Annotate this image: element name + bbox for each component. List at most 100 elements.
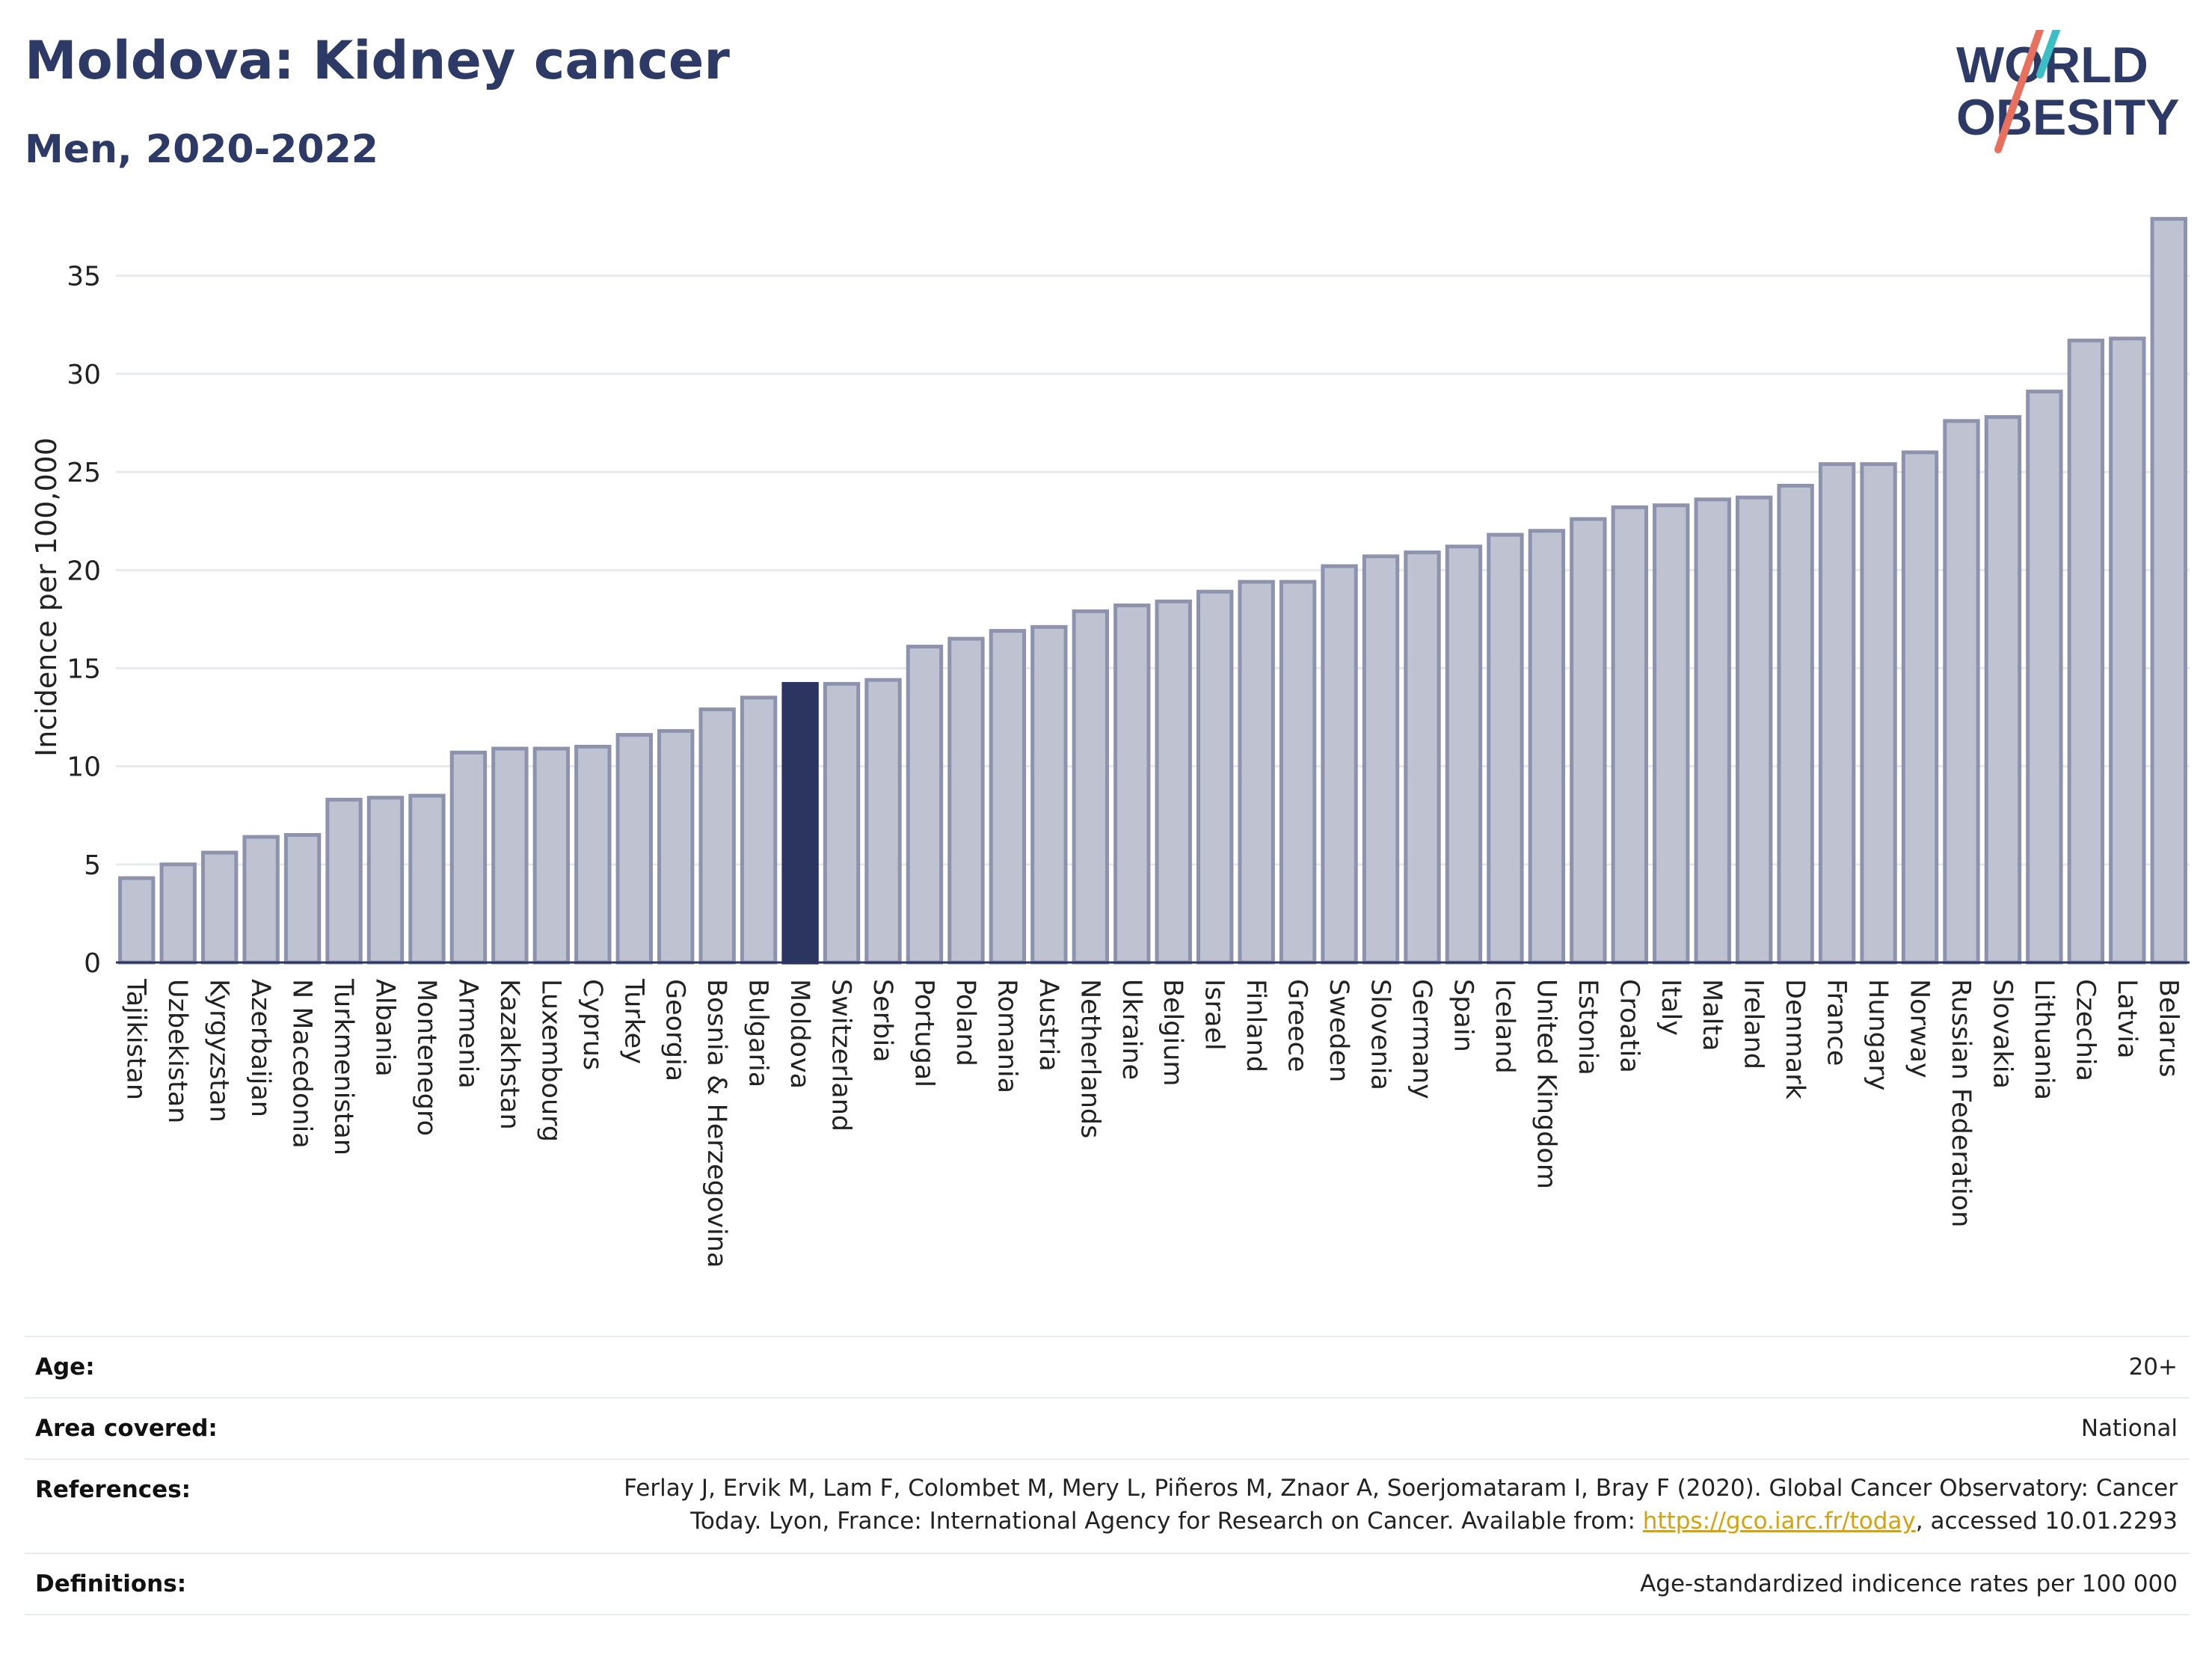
x-tick-label: Denmark <box>1780 979 1810 1100</box>
x-tick-label: Estonia <box>1573 979 1603 1075</box>
bar-tajikistan <box>118 876 156 965</box>
x-tick-label: Lithuania <box>2029 979 2059 1100</box>
bar-ukraine <box>1113 603 1151 965</box>
bar-azerbaijan <box>242 835 280 965</box>
x-tick-label: Poland <box>950 979 980 1066</box>
x-tick-label: Tajikistan <box>121 978 151 1100</box>
x-tick-label: Czechia <box>2070 979 2100 1081</box>
x-tick-label: Iceland <box>1490 979 1520 1074</box>
meta-label: Age: <box>35 1354 95 1381</box>
bar-turkmenistan <box>325 797 363 965</box>
page-title: Moldova: Kidney cancer <box>25 30 730 91</box>
y-tick-label: 15 <box>67 654 101 684</box>
bar-uzbekistan <box>159 862 197 965</box>
bar-austria <box>1030 624 1068 965</box>
bar-hungary <box>1860 462 1897 965</box>
reference-line-1: Ferlay J, Ervik M, Lam F, Colombet M, Me… <box>624 1475 2178 1502</box>
bar-iceland <box>1487 532 1524 965</box>
bars <box>118 217 2187 965</box>
bar-chart: 0 5 10 15 20 25 30 35 Tajikistan Uzbekistan Kyrgy… <box>30 217 2190 1268</box>
bar-kyrgyzstan <box>200 850 239 965</box>
x-tick-label: Slovenia <box>1365 979 1395 1090</box>
bar-germany <box>1404 550 1441 965</box>
bar-georgia <box>657 728 695 965</box>
y-tick-label: 35 <box>67 262 101 292</box>
bar-belarus <box>2150 217 2187 965</box>
bar-russian-federation <box>1943 419 1980 965</box>
meta-label: Area covered: <box>35 1415 218 1442</box>
bar-armenia <box>449 750 488 965</box>
bar-n-macedonia <box>283 832 322 965</box>
x-tick-label: Bulgaria <box>743 979 773 1087</box>
x-tick-label: Kyrgyzstan <box>204 979 234 1123</box>
x-tick-label: N Macedonia <box>287 979 317 1149</box>
bar-denmark <box>1777 483 1814 965</box>
bar-spain <box>1445 544 1483 965</box>
meta-row-age: Age: 20+ <box>25 1337 2190 1398</box>
x-tick-label: Turkmenistan <box>328 978 358 1155</box>
bar-united-kingdom <box>1528 529 1566 965</box>
bar-portugal <box>906 645 944 965</box>
bar-finland <box>1238 580 1275 965</box>
bar-bosnia-herzegovina <box>698 707 736 965</box>
bar-moldova <box>781 681 819 965</box>
x-tick-label: Belarus <box>2153 979 2183 1078</box>
y-tick-label: 20 <box>67 556 101 586</box>
bar-estonia <box>1570 517 1607 965</box>
x-tick-label: Croatia <box>1614 979 1644 1073</box>
bar-serbia <box>864 678 902 965</box>
world-obesity-logo: WORLD OBESITY <box>1956 30 2180 153</box>
meta-value: National <box>2080 1415 2178 1442</box>
x-tick-label: Russian Federation <box>1946 979 1976 1227</box>
bar-slovenia <box>1362 554 1400 965</box>
bar-ireland <box>1735 495 1773 965</box>
y-axis-label: Incidence per 100,000 <box>30 437 63 757</box>
x-tick-label: France <box>1822 979 1852 1066</box>
y-tick-label: 0 <box>84 948 101 979</box>
x-axis-labels: Tajikistan Uzbekistan Kyrgyzstan Azerbaijan… <box>121 978 2184 1268</box>
bar-slovakia <box>1984 415 2022 965</box>
x-tick-label: Belgium <box>1158 979 1188 1087</box>
bar-kazakhstan <box>491 746 529 965</box>
bar-sweden <box>1321 564 1358 965</box>
bar-belgium <box>1155 599 1192 965</box>
x-tick-label: Azerbaijan <box>245 979 275 1117</box>
bar-lithuania <box>2026 390 2063 965</box>
meta-value: Age-standardized indicence rates per 100… <box>1640 1570 2178 1597</box>
x-tick-label: Israel <box>1199 979 1229 1051</box>
x-tick-label: Uzbekistan <box>162 979 192 1123</box>
bar-romania <box>989 629 1027 965</box>
bar-montenegro <box>408 793 446 965</box>
reference-link[interactable]: https://gco.iarc.fr/today <box>1642 1508 1916 1535</box>
x-tick-label: Ireland <box>1739 979 1769 1069</box>
logo-line2: OBESITY <box>1956 89 2180 146</box>
x-tick-label: Moldova <box>784 979 814 1089</box>
y-tick-label: 25 <box>67 458 101 488</box>
page-subtitle: Men, 2020-2022 <box>25 127 378 172</box>
metadata-table: Age: 20+ Area covered: National Referenc… <box>25 1336 2190 1618</box>
x-tick-label: Greece <box>1282 979 1312 1072</box>
meta-value: 20+ <box>2128 1354 2178 1381</box>
meta-value-references: Ferlay J, Ervik M, Lam F, Colombet M, Me… <box>458 1472 2178 1538</box>
meta-row-area: Area covered: National <box>25 1398 2190 1460</box>
y-tick-label: 10 <box>67 752 101 783</box>
x-tick-label: Slovakia <box>1987 979 2017 1089</box>
x-tick-label: Finland <box>1241 979 1271 1072</box>
meta-label: References: <box>35 1476 191 1503</box>
bar-switzerland <box>823 681 861 965</box>
x-tick-label: Sweden <box>1324 979 1354 1082</box>
x-tick-label: Cyprus <box>577 979 607 1070</box>
x-tick-label: Italy <box>1656 979 1686 1036</box>
bar-norway <box>1901 450 1939 965</box>
bar-luxembourg <box>532 746 571 965</box>
x-tick-label: Spain <box>1448 979 1478 1052</box>
x-tick-label: Hungary <box>1863 979 1893 1090</box>
x-tick-label: Portugal <box>909 979 938 1087</box>
y-axis-ticks: 0 5 10 15 20 25 30 35 <box>67 262 101 979</box>
x-tick-label: Georgia <box>660 979 690 1081</box>
bar-croatia <box>1611 505 1648 965</box>
x-tick-label: Bosnia & Herzegovina <box>701 979 731 1268</box>
x-tick-label: Netherlands <box>1075 979 1105 1138</box>
bar-italy <box>1653 503 1690 965</box>
bar-czechia <box>2067 338 2105 965</box>
